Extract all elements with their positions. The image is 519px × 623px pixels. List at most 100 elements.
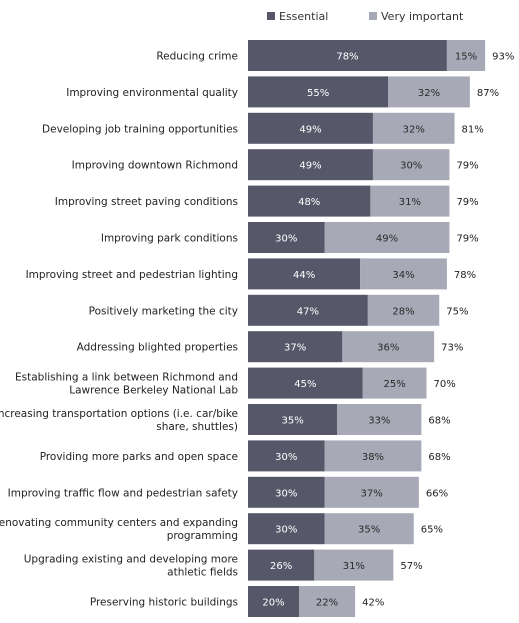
bar-segment-very-important bbox=[337, 404, 422, 435]
bar-total-label: 79% bbox=[456, 234, 478, 245]
category-label: Providing more parks and open space bbox=[40, 451, 238, 463]
bar-total-label: 42% bbox=[362, 598, 384, 609]
category-label: Improving environmental quality bbox=[66, 87, 238, 99]
bar-value-label: 33% bbox=[368, 416, 390, 427]
category-label: Improving street paving conditions bbox=[55, 196, 238, 208]
bar-value-label: 15% bbox=[455, 52, 477, 63]
bar-row: Upgrading existing and developing moreat… bbox=[24, 549, 423, 581]
bar-segment-essential bbox=[248, 476, 325, 508]
bar-total-label: 66% bbox=[426, 488, 448, 499]
legend-label-essential: Essential bbox=[279, 10, 328, 23]
bar-row: Establishing a link between Richmond and… bbox=[15, 367, 456, 399]
bar-segment-essential bbox=[248, 440, 325, 472]
category-label: programming bbox=[167, 530, 238, 542]
legend: Essential Very important bbox=[267, 10, 464, 23]
bar-value-label: 49% bbox=[376, 234, 398, 245]
category-label: share, shuttles) bbox=[156, 421, 238, 433]
bar-value-label: 44% bbox=[293, 270, 315, 281]
bar-total-label: 93% bbox=[492, 52, 514, 63]
bar-row: Reducing crime 78% 15% 93% bbox=[156, 40, 514, 71]
bar-segment-very-important bbox=[360, 258, 447, 290]
category-label: Establishing a link between Richmond and bbox=[15, 372, 238, 384]
bar-segment-essential bbox=[248, 222, 325, 253]
bar-value-label: 78% bbox=[336, 52, 358, 63]
bar-row: Improving downtown Richmond 49% 30% 79% bbox=[72, 149, 479, 181]
bar-value-label: 49% bbox=[299, 124, 321, 135]
bar-value-label: 38% bbox=[362, 452, 384, 463]
bar-segment-very-important bbox=[362, 367, 427, 399]
bar-total-label: 75% bbox=[446, 306, 468, 317]
bar-row: Increasing transportation options (i.e. … bbox=[0, 404, 451, 435]
bar-segment-very-important bbox=[342, 331, 435, 363]
bar-segment-very-important bbox=[388, 76, 470, 108]
bar-value-label: 45% bbox=[294, 379, 316, 390]
bar-total-label: 68% bbox=[428, 416, 450, 427]
category-label: Improving street and pedestrian lighting bbox=[26, 269, 238, 281]
category-label: Reducing crime bbox=[156, 51, 238, 63]
bar-segment-essential bbox=[248, 76, 389, 108]
bar-total-label: 68% bbox=[428, 452, 450, 463]
bar-total-label: 70% bbox=[434, 379, 456, 390]
bar-segment-essential bbox=[248, 586, 299, 617]
bar-value-label: 31% bbox=[343, 561, 365, 572]
category-label: Improving park conditions bbox=[101, 233, 238, 245]
bar-value-label: 20% bbox=[262, 598, 284, 609]
bar-row: Developing job training opportunities 49%… bbox=[42, 112, 484, 144]
bar-value-label: 36% bbox=[377, 343, 399, 354]
bar-total-label: 79% bbox=[456, 197, 478, 208]
bar-segment-essential bbox=[248, 294, 368, 326]
bar-value-label: 49% bbox=[299, 161, 321, 172]
bar-row: Providing more parks and open space 30% 38… bbox=[40, 440, 451, 472]
bar-value-label: 30% bbox=[275, 234, 297, 245]
bar-value-label: 30% bbox=[400, 161, 422, 172]
bar-segment-very-important bbox=[367, 294, 440, 326]
bar-value-label: 31% bbox=[399, 197, 421, 208]
bar-total-label: 87% bbox=[477, 88, 499, 99]
category-label: Developing job training opportunities bbox=[42, 123, 238, 135]
bar-row: Addressing blighted properties 37% 36% 73% bbox=[77, 331, 463, 363]
bar-segment-essential bbox=[248, 258, 361, 290]
category-label: Improving traffic flow and pedestrian sa… bbox=[8, 487, 238, 499]
legend-swatch-essential bbox=[267, 12, 275, 20]
bar-total-label: 78% bbox=[454, 270, 476, 281]
bar-value-label: 28% bbox=[392, 306, 414, 317]
bar-value-label: 37% bbox=[284, 343, 306, 354]
bar-segment-very-important bbox=[324, 476, 419, 508]
bar-value-label: 22% bbox=[316, 598, 338, 609]
category-label: Lawrence Berkeley National Lab bbox=[69, 385, 238, 397]
bar-segment-very-important bbox=[446, 40, 486, 71]
bar-row: Renovating community centers and expandi… bbox=[0, 513, 443, 545]
category-label: Increasing transportation options (i.e. … bbox=[0, 408, 238, 420]
bar-segment-essential bbox=[248, 549, 315, 581]
bar-row: Improving street and pedestrian lighting… bbox=[26, 258, 476, 290]
bar-segment-essential bbox=[248, 185, 371, 217]
bars: Reducing crime 78% 15% 93% Improving environ… bbox=[0, 40, 514, 617]
bar-row: Improving street paving conditions 48% 31%… bbox=[55, 185, 479, 217]
bar-value-label: 55% bbox=[307, 88, 329, 99]
bar-row: Improving park conditions 30% 49% 79% bbox=[101, 222, 479, 253]
bar-segment-essential bbox=[248, 112, 373, 144]
bar-total-label: 73% bbox=[441, 343, 463, 354]
bar-row: Improving traffic flow and pedestrian sa… bbox=[8, 476, 448, 508]
bar-segment-very-important bbox=[370, 185, 450, 217]
bar-value-label: 32% bbox=[418, 88, 440, 99]
bar-total-label: 65% bbox=[421, 525, 443, 536]
category-label: Addressing blighted properties bbox=[77, 342, 238, 354]
category-label: athletic fields bbox=[167, 567, 238, 579]
bar-segment-very-important bbox=[314, 549, 394, 581]
bar-value-label: 30% bbox=[275, 488, 297, 499]
category-label: Positively marketing the city bbox=[89, 305, 238, 317]
bar-segment-essential bbox=[248, 513, 325, 545]
bar-value-label: 26% bbox=[270, 561, 292, 572]
bar-segment-very-important bbox=[324, 440, 422, 472]
bar-segment-essential bbox=[248, 40, 447, 71]
category-label: Upgrading existing and developing more bbox=[24, 554, 238, 566]
bar-segment-essential bbox=[248, 367, 363, 399]
bar-segment-essential bbox=[248, 331, 343, 363]
bar-value-label: 37% bbox=[361, 488, 383, 499]
bar-value-label: 47% bbox=[297, 306, 319, 317]
bar-value-label: 34% bbox=[392, 270, 414, 281]
bar-value-label: 32% bbox=[403, 124, 425, 135]
bar-value-label: 30% bbox=[275, 452, 297, 463]
